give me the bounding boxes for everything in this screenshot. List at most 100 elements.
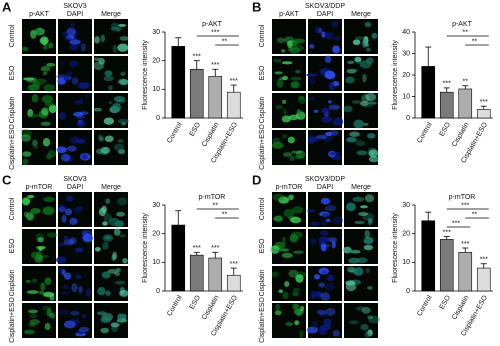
micrograph [271,130,306,165]
cell [117,139,124,143]
cell [82,233,94,243]
cell [62,285,70,290]
cell [283,208,295,218]
cell [42,138,51,147]
cell-line: SKOV3 [63,176,86,183]
cell [71,77,79,85]
x-tick-label: Cisplatin [201,294,221,321]
cell [300,305,305,312]
cell [331,240,336,249]
cell [22,151,32,157]
comparison-label: ** [222,38,228,45]
cell [43,196,55,203]
cell [283,108,288,115]
image-column-header: Merge [351,11,371,18]
cell [368,149,379,158]
cell [296,109,301,115]
cell [110,26,122,32]
cell [346,136,357,143]
panel-letter: B [252,0,261,14]
cell [70,136,80,144]
cell [29,319,40,325]
micrograph [308,229,342,264]
cell [309,77,317,85]
cell [28,309,39,314]
significance-label: *** [461,241,469,248]
y-tick-label: 30 [152,202,160,209]
cell [46,307,52,317]
y-tick-label: 20 [152,58,160,65]
image-row-label: Cisplatin+ESO [259,297,266,343]
cell [359,60,372,69]
x-tick-label: ESO [189,294,203,311]
cell [40,282,46,291]
cell [350,250,361,254]
micrograph [306,303,342,338]
cell [289,46,301,54]
cell [309,96,315,100]
micrograph [58,93,92,128]
cell [325,307,336,316]
micrograph [272,192,306,227]
cell [354,220,365,225]
cell [97,311,107,316]
cell [327,100,332,104]
significance-label: *** [443,81,451,88]
cell [278,289,284,294]
cell [319,230,329,236]
cell [276,37,286,44]
micrograph [272,303,306,339]
cell [23,77,35,81]
image-row-label: Control [9,197,16,220]
cell [365,267,370,274]
cell [57,242,67,246]
image-column-header: p-AKT [29,11,50,18]
cell [100,316,112,323]
cell [75,274,82,279]
cell [318,282,326,288]
cell [116,211,125,217]
cell [292,291,300,297]
micrograph [94,228,128,264]
cell [367,315,374,320]
cell [321,213,331,218]
cell [318,236,330,243]
cell [324,32,334,36]
cell [100,34,106,43]
cell [318,312,327,317]
cell [347,60,355,65]
comparison-label: *** [211,29,219,36]
cell [271,271,279,278]
comparison-label: ** [472,38,478,45]
bar [189,68,204,119]
cell [290,150,303,154]
cell [44,101,55,107]
cell [319,325,331,331]
cell [298,97,307,104]
cell [40,121,51,126]
cell [68,60,79,67]
micrograph [93,56,129,91]
cell [66,145,77,152]
y-tick-label: 30 [152,29,160,36]
cell [102,221,108,226]
cell [270,245,280,254]
cell [368,218,374,224]
cell [284,36,295,44]
cell [354,36,365,40]
micrograph [344,192,378,227]
bar [439,239,454,292]
cell [114,271,120,276]
micrograph [344,266,378,301]
cell [292,250,304,254]
cell [367,285,373,290]
cell [320,292,331,301]
cell [61,214,67,224]
cell [275,104,283,110]
cell [21,128,32,138]
cell [288,114,299,121]
cell [45,153,53,160]
cell [73,100,83,105]
significance-label: *** [211,245,219,252]
panel-letter: D [252,172,261,187]
